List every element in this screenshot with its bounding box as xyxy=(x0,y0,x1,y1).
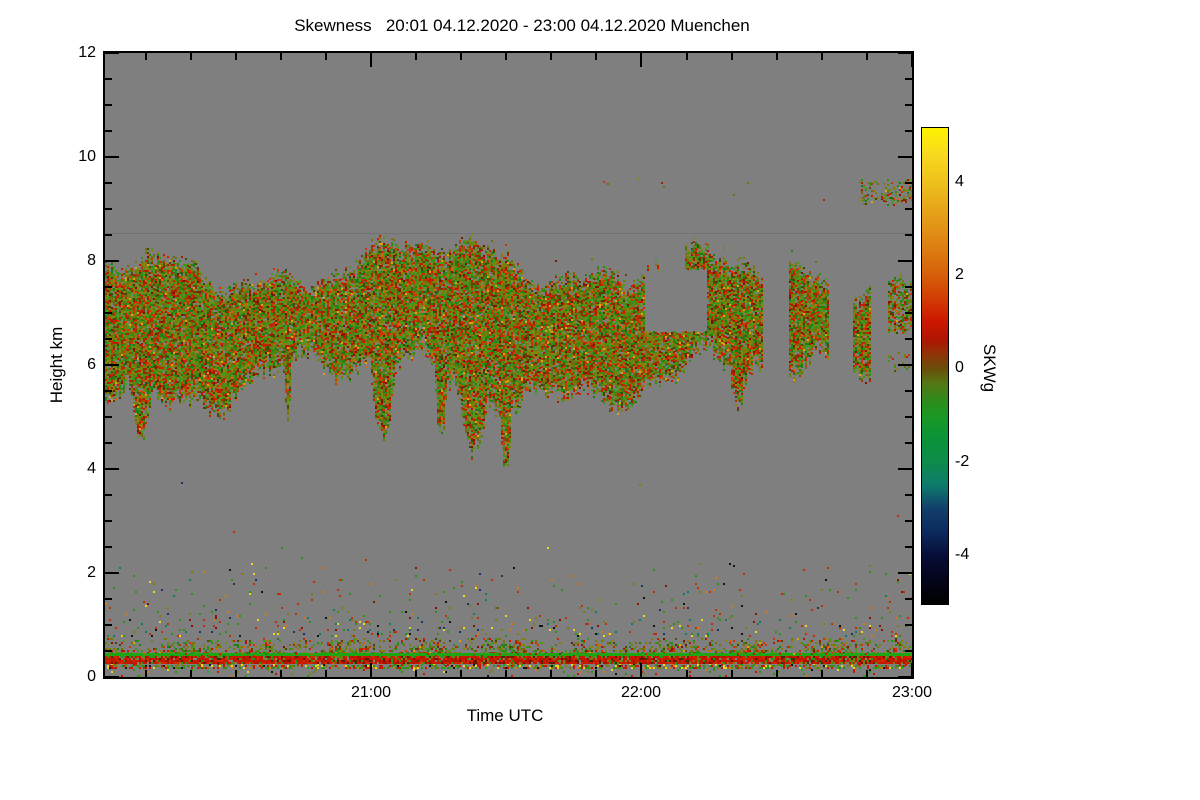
y-axis-label: Height km xyxy=(47,326,66,404)
colorbar-tick-label: -4 xyxy=(955,546,970,563)
x-tick-label: 23:00 xyxy=(891,684,933,701)
y-tick-label: 10 xyxy=(78,148,96,165)
chart-title: Skewness 20:01 04.12.2020 - 23:00 04.12.… xyxy=(294,16,750,35)
colorbar-tick-label: 2 xyxy=(955,266,964,283)
colorbar-tick-label: 4 xyxy=(955,173,964,190)
x-tick-label: 21:00 xyxy=(350,684,392,701)
x-tick-label: 22:00 xyxy=(620,684,662,701)
colorbar-title: SKWg xyxy=(980,343,999,393)
x-axis-label: Time UTC xyxy=(466,706,544,725)
y-tick-label: 4 xyxy=(87,460,96,477)
colorbar-frame xyxy=(921,127,949,605)
y-tick-label: 2 xyxy=(87,564,96,581)
y-tick-label: 12 xyxy=(78,44,96,61)
colorbar-gradient xyxy=(922,128,948,604)
colorbar-tick-label: -2 xyxy=(955,453,970,470)
y-tick-label: 0 xyxy=(87,668,96,685)
plot-frame xyxy=(103,51,914,679)
y-tick-label: 8 xyxy=(87,252,96,269)
heatmap-plot-area xyxy=(105,53,912,677)
